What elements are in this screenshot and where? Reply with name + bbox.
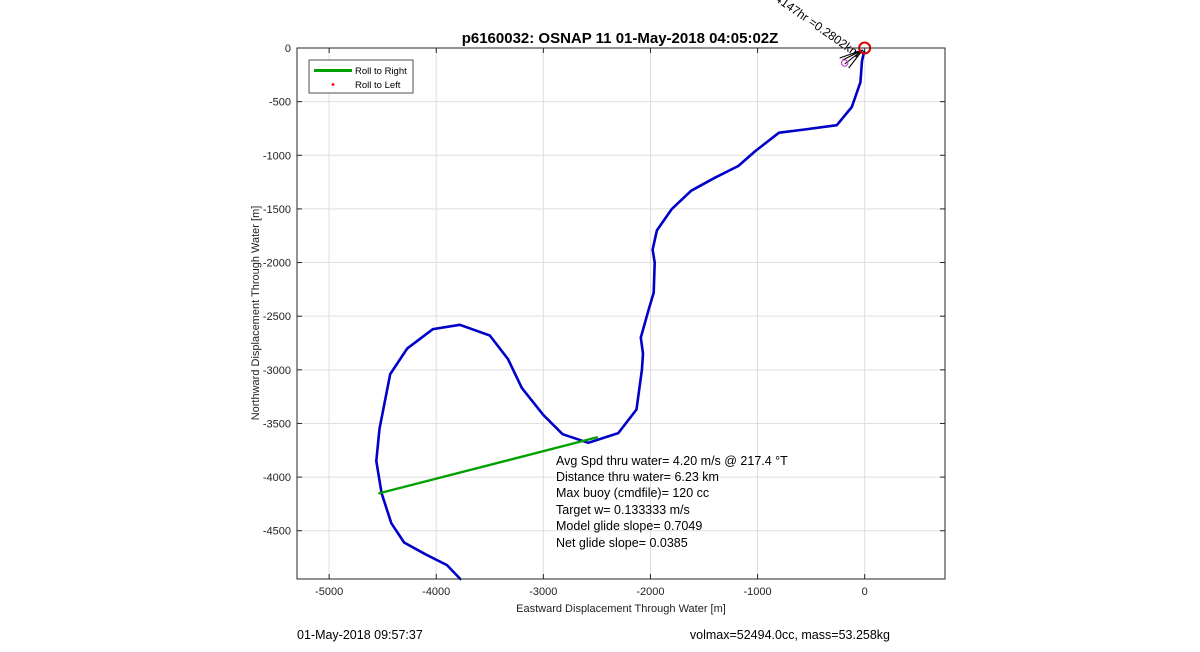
x-tick-label: -2000 [636,586,664,598]
grid [297,47,945,579]
x-tick-label: -4000 [422,586,450,598]
annotation-net-glide: Net glide slope= 0.0385 [556,536,688,550]
x-tick-label: -3000 [529,586,557,598]
y-tick-label: -1500 [263,204,291,216]
annotation-target-w: Target w= 0.133333 m/s [556,503,690,517]
y-tick-label: -2000 [263,258,291,270]
y-tick-label: -500 [269,97,291,109]
surface-position-marker [840,59,849,67]
x-axis-label: Eastward Displacement Through Water [m] [516,603,726,615]
annotation-avg-speed: Avg Spd thru water= 4.20 m/s @ 217.4 °T [556,454,788,468]
plot-border [296,47,946,580]
legend: Roll to Right Roll to Left [308,59,414,94]
y-tick-label: -4000 [263,472,291,484]
legend-box [308,59,414,94]
annotation-distance: Distance thru water= 6.23 km [556,470,719,484]
y-tick-label: -2500 [263,311,291,323]
legend-label-roll-left: Roll to Left [355,80,401,91]
footer-timestamp: 01-May-2018 09:57:37 [297,628,423,642]
footer-mass-info: volmax=52494.0cc, mass=53.258kg [690,628,890,642]
x-tick-label: -5000 [315,586,343,598]
series-layer [374,50,866,581]
y-tick-labels: 0 -500 -1000 -1500 -2000 -2500 -3000 -3500 -4000… [263,43,945,538]
surface-drift-arrow [848,49,864,69]
y-tick-label: -3500 [263,418,291,430]
x-tick-labels: -5000 -4000 -3000 -2000 -1000 0 [315,48,868,598]
stats-annotations: Avg Spd thru water= 4.20 m/s @ 217.4 °T … [556,454,788,550]
x-tick-label: -1000 [743,586,771,598]
surface-drift-arrow [839,49,863,59]
trajectory-line [374,50,866,581]
y-axis-label: Northward Displacement Through Water [m] [250,206,262,421]
annotation-model-glide: Model glide slope= 0.7049 [556,519,702,533]
y-tick-label: 0 [285,43,291,55]
legend-label-roll-right: Roll to Right [355,66,407,77]
y-tick-label: -4500 [263,526,291,538]
chart-title: p6160032: OSNAP 11 01-May-2018 04:05:02Z [462,30,779,47]
y-tick-label: -1000 [263,150,291,162]
y-tick-label: -3000 [263,365,291,377]
plot-area: =0.28m/s for0.4147hr =0.2802km [296,0,946,581]
roll-right-segment [378,436,599,495]
legend-swatch-roll-left [331,83,335,86]
plot-frame [297,48,945,579]
x-tick-label: 0 [862,586,868,598]
annotation-max-buoy: Max buoy (cmdfile)= 120 cc [556,486,709,500]
